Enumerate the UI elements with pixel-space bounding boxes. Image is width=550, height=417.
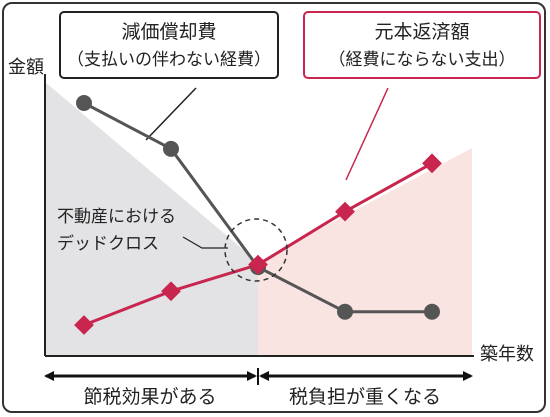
dead-cross-annotation-line2: デッドクロス	[57, 233, 159, 254]
principal-legend-title: 元本返済額	[374, 21, 469, 43]
y-axis-label: 金額	[8, 57, 44, 78]
tax-saving-area	[45, 82, 258, 356]
depreciation-leader-line	[145, 87, 197, 141]
tax-saving-label: 節税効果がある	[83, 386, 216, 408]
dead-cross-leader-line	[182, 236, 228, 249]
chart-frame	[2, 2, 546, 413]
x-axis-label: 築年数	[480, 344, 534, 365]
depreciation-point-5	[424, 303, 440, 320]
principal-point-5	[422, 153, 442, 174]
depreciation-point-1	[76, 95, 92, 111]
principal-leader-line	[345, 87, 389, 181]
principal-point-1	[74, 315, 94, 335]
principal-legend-box	[303, 11, 541, 79]
depreciation-legend-subtitle: （支払いの伴わない経費）	[67, 50, 271, 70]
principal-point-4	[335, 201, 355, 222]
principal-point-2	[161, 281, 181, 302]
dead-cross-circle	[224, 218, 288, 282]
principal-point-3	[248, 254, 268, 275]
depreciation-point-4	[337, 303, 353, 320]
depreciation-legend-box	[59, 11, 279, 79]
tax-burden-label: 税負担が重くなる	[289, 386, 441, 408]
principal-legend-subtitle: （経費にならない支出）	[329, 50, 516, 70]
depreciation-point-2	[163, 140, 179, 157]
depreciation-legend-title: 減価償却費	[121, 21, 216, 43]
dead-cross-annotation-line1: 不動産における	[57, 207, 176, 227]
tax-burden-area	[258, 148, 472, 356]
